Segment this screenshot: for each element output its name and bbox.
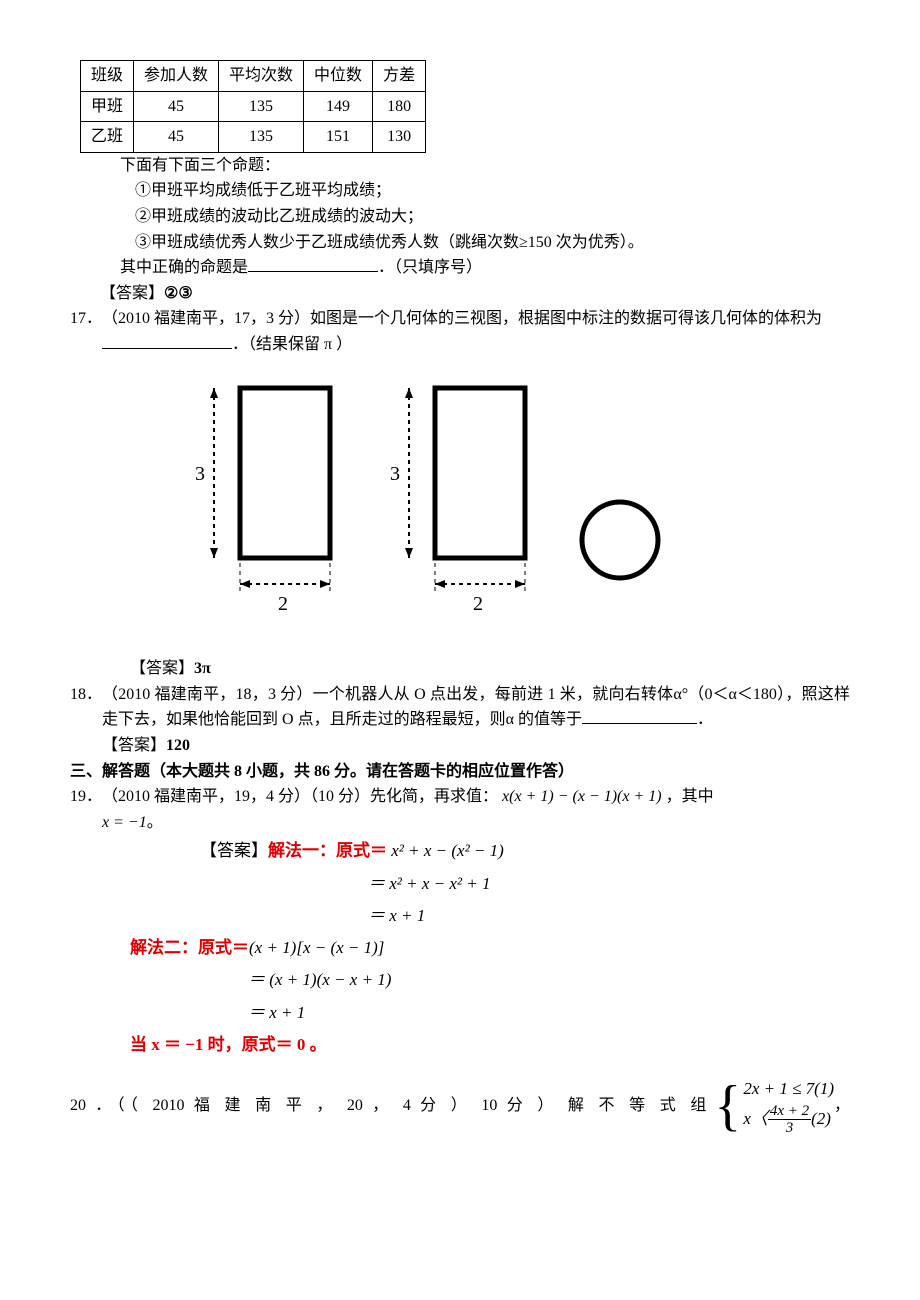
- left-brace-icon: {: [714, 1078, 741, 1134]
- question-20: 20 ．（（ 2010 福 建 南 平 ， 20 ， 4 分 ） 10 分 ） …: [70, 1075, 850, 1136]
- arrowhead-icon: [515, 580, 525, 588]
- arrowhead-icon: [320, 580, 330, 588]
- method-2-label: 解法二：原式＝: [130, 938, 249, 957]
- dim-label-h: 3: [195, 463, 205, 485]
- q17-body: （2010 福建南平，17，3 分）如图是一个几何体的三视图，根据图中标注的数据…: [102, 306, 850, 357]
- dim-label-w: 2: [473, 593, 483, 615]
- arrowhead-icon: [405, 388, 413, 398]
- propositions-tail: 其中正确的命题是．（只填序号）: [120, 255, 850, 281]
- question-17: 17． （2010 福建南平，17，3 分）如图是一个几何体的三视图，根据图中标…: [70, 306, 850, 357]
- col-median: 中位数: [304, 61, 373, 92]
- col-count: 参加人数: [134, 61, 219, 92]
- q18-body: （2010 福建南平，18，3 分）一个机器人从 O 点出发，每前进 1 米，就…: [102, 682, 850, 733]
- top-view-circle: [582, 502, 658, 578]
- arrowhead-icon: [435, 580, 445, 588]
- q19-body: （2010 福建南平，19，4 分）（10 分）先化简，再求值： x(x + 1…: [102, 784, 850, 835]
- front-rect: [240, 388, 330, 558]
- question-19: 19． （2010 福建南平，19，4 分）（10 分）先化简，再求值： x(x…: [70, 784, 850, 835]
- answer-line: 【答案】②③: [100, 281, 850, 307]
- q18-answer: 【答案】120: [102, 733, 850, 759]
- arrowhead-icon: [405, 548, 413, 558]
- q19-number: 19．: [70, 784, 102, 835]
- table-row: 乙班 45 135 151 130: [81, 122, 426, 153]
- q19-expression: x(x + 1) − (x − 1)(x + 1): [502, 788, 662, 805]
- inequality-2: x〈4x + 23(2): [743, 1103, 834, 1137]
- q19-xvalue: x = −1: [102, 814, 147, 831]
- fraction: 4x + 23: [768, 1103, 811, 1137]
- arrowhead-icon: [240, 580, 250, 588]
- q17-number: 17．: [70, 306, 102, 357]
- propositions-lead: 下面有下面三个命题：: [120, 153, 850, 179]
- arrowhead-icon: [210, 548, 218, 558]
- three-views-figure: 3 2 3 2: [180, 378, 850, 647]
- side-rect: [435, 388, 525, 558]
- q20-text: 20 ．（（ 2010 福 建 南 平 ， 20 ， 4 分 ） 10 分 ） …: [70, 1093, 706, 1119]
- q18-number: 18．: [70, 682, 102, 733]
- dim-label-w: 2: [278, 593, 288, 615]
- col-avg: 平均次数: [219, 61, 304, 92]
- fill-blank: [102, 332, 232, 349]
- question-18: 18． （2010 福建南平，18，3 分）一个机器人从 O 点出发，每前进 1…: [70, 682, 850, 733]
- inequality-1: 2x + 1 ≤ 7(1): [743, 1075, 834, 1102]
- proposition-2: ②甲班成绩的波动比乙班成绩的波动大；: [135, 204, 850, 230]
- q20-number: 20 ．: [70, 1097, 117, 1114]
- fill-blank: [582, 707, 697, 724]
- q20-system: { 2x + 1 ≤ 7(1) x〈4x + 23(2) ，: [714, 1075, 850, 1136]
- q19-final: 当 x ＝ −1 时，原式＝ 0 。: [130, 1029, 850, 1061]
- arrowhead-icon: [210, 388, 218, 398]
- dim-label-h: 3: [390, 463, 400, 485]
- q17-answer: 【答案】3π: [130, 656, 850, 682]
- proposition-3: ③甲班成绩优秀人数少于乙班成绩优秀人数（跳绳次数≥150 次为优秀）。: [135, 230, 850, 256]
- q19-solution: 【答案】解法一：原式＝ x² + x − (x² − 1) ＝ x² + x −…: [200, 835, 850, 1061]
- table-header-row: 班级 参加人数 平均次数 中位数 方差: [81, 61, 426, 92]
- col-variance: 方差: [373, 61, 426, 92]
- views-svg: 3 2 3 2: [180, 378, 740, 638]
- table-row: 甲班 45 135 149 180: [81, 91, 426, 122]
- col-class: 班级: [81, 61, 134, 92]
- stats-table: 班级 参加人数 平均次数 中位数 方差 甲班 45 135 149 180 乙班…: [80, 60, 426, 153]
- section-3-heading: 三、解答题（本大题共 8 小题，共 86 分。请在答题卡的相应位置作答）: [70, 759, 850, 785]
- method-1-label: 解法一：原式＝: [268, 841, 387, 860]
- fill-blank: [248, 255, 378, 272]
- proposition-1: ①甲班平均成绩低于乙班平均成绩；: [135, 178, 850, 204]
